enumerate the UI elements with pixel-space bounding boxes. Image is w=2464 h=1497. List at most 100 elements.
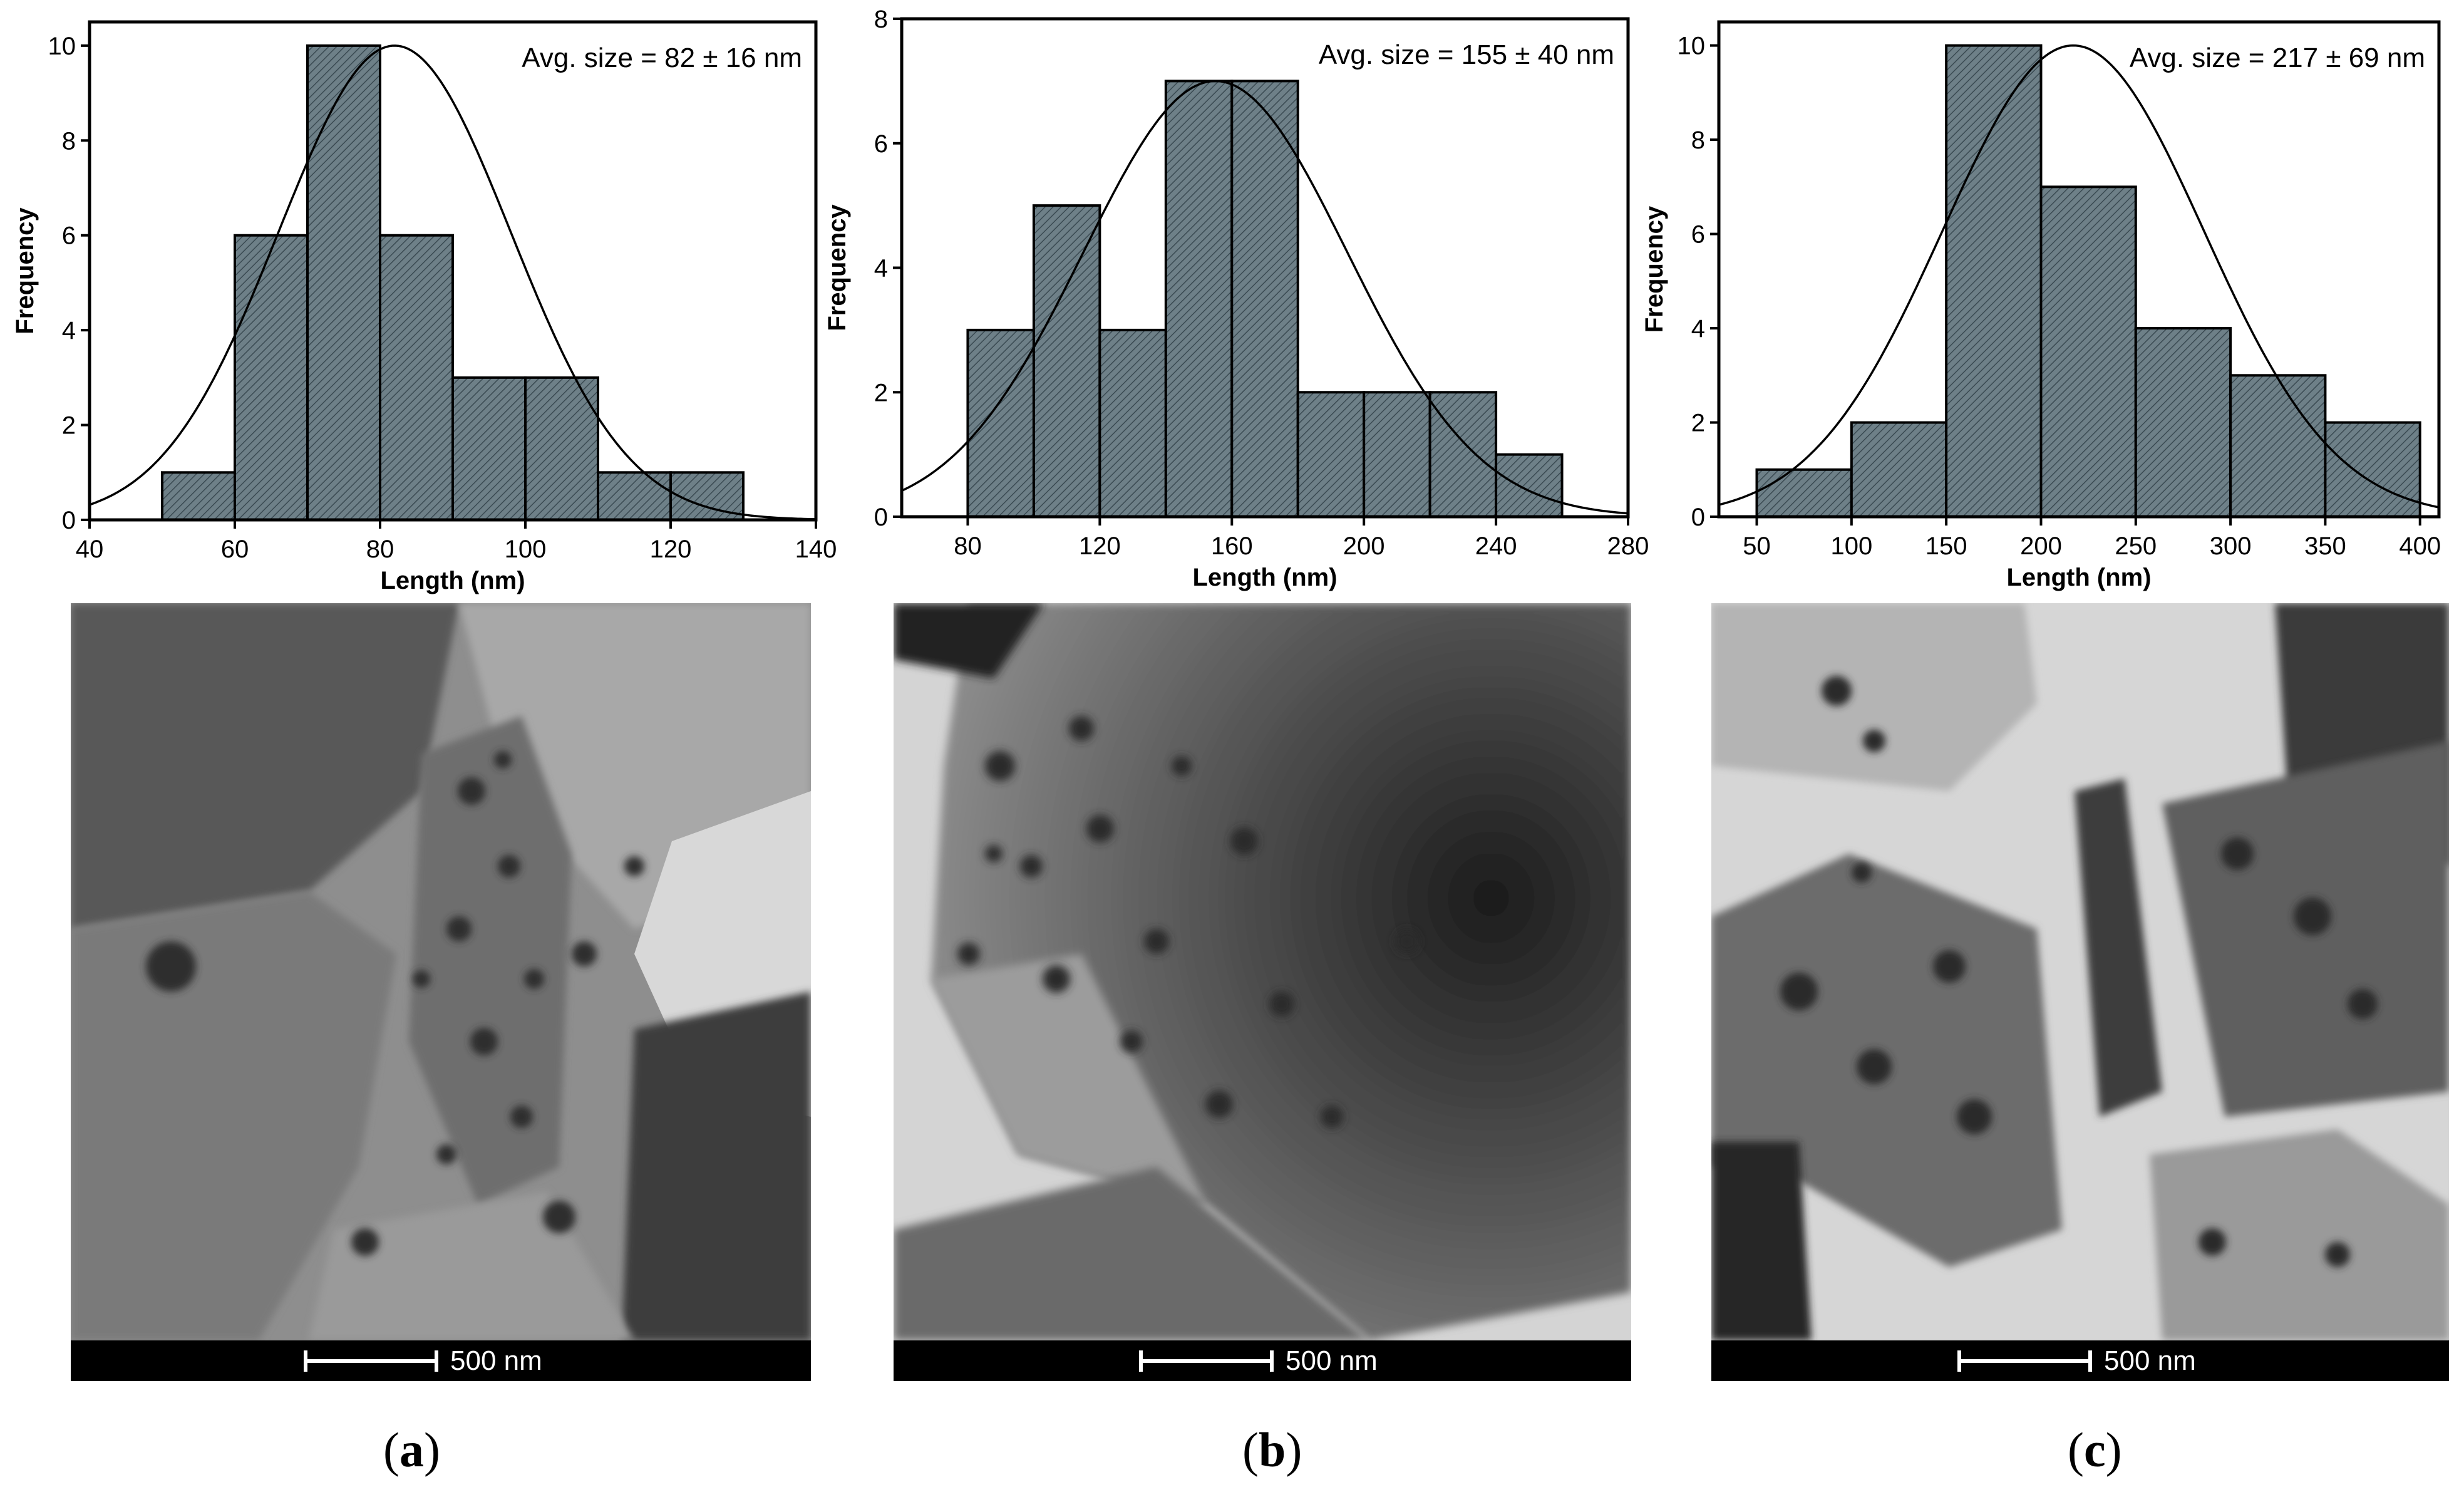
x-tick-label: 350 — [2304, 532, 2346, 560]
histogram-b: 80 120 160 200 240 280 0 2 4 6 8 Length (nm) Frequen… — [823, 6, 1649, 591]
x-tick-label: 200 — [2020, 532, 2062, 560]
histogram-bar — [161, 471, 236, 521]
x-tick-label: 240 — [1475, 532, 1517, 560]
histogram-c: 50 100 150 200 250 300 350 400 0 2 4 6 8 10 Length (nm… — [1641, 20, 2441, 591]
histogram-bar — [2229, 374, 2327, 518]
tem-micrograph-a — [71, 603, 811, 1340]
histogram-a: 40 60 80 100 120 140 0 2 4 6 8 10 Length (nm) Frequen… — [11, 20, 837, 594]
x-tick-label: 400 — [2399, 532, 2441, 560]
histogram-bar — [966, 328, 1035, 518]
panel-letter-b: b — [1258, 1422, 1286, 1477]
x-tick-label: 100 — [1830, 532, 1872, 560]
tem-micrograph-c — [1711, 603, 2449, 1340]
y-tick-label: 4 — [874, 255, 888, 282]
y-axis-label: Frequency — [1641, 205, 1668, 333]
x-axis-label: Length (nm) — [2006, 564, 2151, 591]
y-tick-label: 8 — [1691, 127, 1705, 154]
y-tick-label: 0 — [874, 504, 888, 531]
normal-fit-curve — [1718, 44, 2440, 509]
y-tick-label: 10 — [1678, 33, 1706, 60]
scale-bar-line — [1957, 1359, 2092, 1363]
scale-bar-label: 500 nm — [450, 1345, 542, 1376]
y-tick-label: 8 — [874, 6, 888, 33]
y-tick-label: 0 — [62, 507, 76, 534]
histogram-bar — [597, 471, 672, 521]
avg-size-annotation: Avg. size = 217 ± 69 nm — [2130, 43, 2425, 73]
y-tick-label: 6 — [874, 130, 888, 158]
histogram-bar — [1363, 391, 1431, 518]
histogram-bar — [1495, 453, 1564, 518]
scale-bar: 500 nm — [71, 1340, 811, 1381]
tem-image-b: 500 nm — [894, 603, 1631, 1381]
x-tick-label: 80 — [366, 536, 394, 563]
histogram-bar — [234, 234, 309, 521]
panel-letter-a: a — [399, 1422, 424, 1477]
histogram-bar — [1945, 44, 2043, 519]
x-tick-label: 120 — [1079, 532, 1121, 560]
y-tick-label: 6 — [62, 222, 76, 250]
histogram-bar — [451, 376, 527, 521]
y-tick-label: 10 — [48, 33, 76, 60]
y-tick-label: 2 — [62, 412, 76, 440]
x-tick-label: 140 — [795, 536, 837, 563]
histogram-bar — [1296, 391, 1366, 518]
x-tick-label: 280 — [1607, 532, 1649, 560]
scale-bar-line — [304, 1359, 438, 1363]
x-tick-label: 160 — [1211, 532, 1253, 560]
histogram-bar — [1850, 421, 1948, 518]
histogram-bar — [379, 234, 454, 521]
y-axis-label: Frequency — [11, 207, 39, 334]
histogram-bar — [524, 376, 599, 521]
y-tick-label: 4 — [1691, 315, 1705, 343]
histogram-bar — [1428, 391, 1498, 518]
tem-image-a: 500 nm — [71, 603, 811, 1381]
y-tick-label: 6 — [1691, 221, 1705, 249]
tem-micrograph-b — [894, 603, 1631, 1340]
histogram-bar — [1032, 204, 1101, 518]
histogram-bar — [1755, 468, 1853, 518]
y-tick-label: 4 — [62, 317, 76, 344]
panel-label-a: (a) — [383, 1422, 440, 1477]
panel-label-c: (c) — [2068, 1422, 2122, 1477]
panel-label-b: (b) — [1242, 1422, 1302, 1477]
histogram-bar — [2039, 185, 2137, 519]
normal-fit-curve — [901, 80, 1629, 515]
scale-bar-tick-right — [435, 1350, 438, 1372]
y-axis-label: Frequency — [823, 204, 851, 331]
x-tick-label: 120 — [650, 536, 692, 563]
scale-bar-tick-right — [1270, 1350, 1274, 1372]
x-tick-label: 50 — [1743, 532, 1771, 560]
scale-bar: 500 nm — [894, 1340, 1631, 1381]
panel-letter-c: c — [2083, 1422, 2106, 1477]
x-axis-label: Length (nm) — [1192, 564, 1337, 591]
plot-frame — [1717, 20, 2441, 519]
scale-bar-label: 500 nm — [2104, 1345, 2196, 1376]
plot-frame — [88, 20, 818, 522]
histogram-bar — [1230, 80, 1299, 518]
histogram-bar — [306, 44, 381, 522]
x-tick-label: 250 — [2115, 532, 2157, 560]
histogram-bar — [1098, 328, 1167, 518]
normal-fit-curve — [89, 44, 817, 521]
x-tick-label: 150 — [1925, 532, 1967, 560]
y-tick-label: 8 — [62, 127, 76, 155]
tem-image-c: 500 nm — [1711, 603, 2449, 1381]
avg-size-annotation: Avg. size = 155 ± 40 nm — [1319, 39, 1614, 70]
scale-bar-label: 500 nm — [1286, 1345, 1378, 1376]
histogram-bar — [1164, 80, 1234, 518]
avg-size-annotation: Avg. size = 82 ± 16 nm — [522, 43, 802, 73]
y-tick-label: 0 — [1691, 504, 1705, 531]
y-tick-label: 2 — [1691, 410, 1705, 437]
x-tick-label: 40 — [76, 536, 104, 563]
x-tick-label: 200 — [1343, 532, 1385, 560]
x-tick-label: 80 — [954, 532, 982, 560]
x-tick-label: 100 — [505, 536, 547, 563]
x-axis-label: Length (nm) — [380, 567, 525, 594]
scale-bar-tick-right — [2088, 1350, 2092, 1372]
x-tick-label: 60 — [221, 536, 249, 563]
histogram-bar — [2324, 421, 2421, 518]
x-tick-label: 300 — [2210, 532, 2252, 560]
scale-bar-line — [1139, 1359, 1274, 1363]
scale-bar: 500 nm — [1711, 1340, 2449, 1381]
